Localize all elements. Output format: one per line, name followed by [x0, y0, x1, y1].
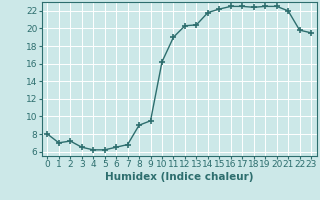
X-axis label: Humidex (Indice chaleur): Humidex (Indice chaleur): [105, 172, 253, 182]
